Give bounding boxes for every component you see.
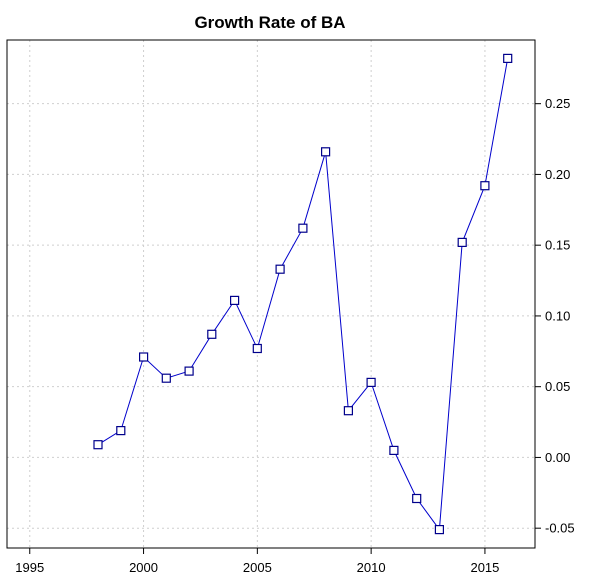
data-point-2013 [434,524,444,535]
x-tick-label-3: 2010 [357,560,386,575]
x-tick-label-2: 2005 [243,560,272,575]
y-tick-label-0: -0.05 [545,521,575,536]
data-point-1998 [93,440,103,450]
data-point-2015 [480,181,490,191]
data-point-2000 [139,352,149,362]
y-tick-label-1: 0.00 [545,450,570,465]
data-point-2002 [184,366,194,376]
data-point-2006 [275,264,285,274]
x-tick-label-4: 2015 [470,560,499,575]
y-tick-label-5: 0.20 [545,167,570,182]
grid [7,40,535,548]
y-tick-label-3: 0.10 [545,308,570,323]
y-tick-label-4: 0.15 [545,238,570,253]
data-point-2005 [252,343,262,354]
data-point-2009 [343,406,353,416]
chart-title: Growth Rate of BA [194,13,345,32]
axes: 1995 2000 2005 2010 2015 -0.05 0.00 0.05 0.10 0.1… [6,39,575,575]
data-point-2014 [457,237,467,247]
y-tick-label-2: 0.05 [545,379,570,394]
data-point-2010 [366,377,376,387]
data-point-2007 [298,223,308,233]
x-tick-label-0: 1995 [15,560,44,575]
data-point-1999 [116,426,126,436]
series-layer [93,53,513,535]
data-point-2004 [230,295,240,305]
data-point-2012 [412,493,422,504]
y-tick-label-6: 0.25 [545,96,570,111]
x-tick-label-1: 2000 [129,560,158,575]
data-point-2003 [207,329,217,339]
data-point-2008 [321,147,331,157]
plot-frame [6,39,536,549]
data-point-2016 [503,53,513,64]
series-line-0 [97,58,509,531]
data-point-2001 [161,373,171,383]
data-point-2011 [389,445,399,455]
